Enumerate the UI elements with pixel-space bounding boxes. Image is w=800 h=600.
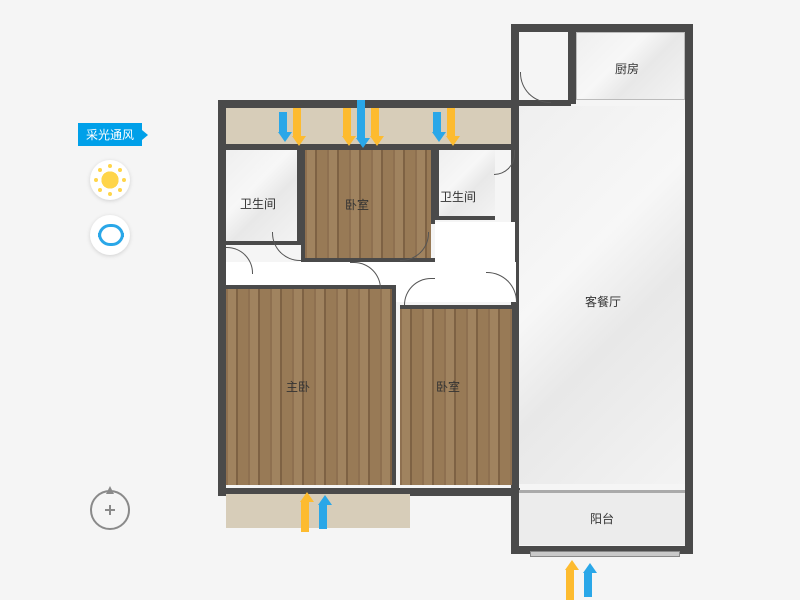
wall: [218, 100, 226, 496]
blue-arrow-down-icon: [356, 100, 366, 148]
wall: [301, 144, 305, 262]
door-arc: [272, 232, 301, 261]
door-arc: [520, 72, 551, 103]
room-bed-bot: [400, 305, 512, 485]
compass-icon: [90, 490, 130, 530]
room-master: [226, 285, 396, 485]
room-kitchen: [576, 32, 685, 100]
yellow-arrow-up-icon: [300, 492, 310, 532]
blue-arrow-up-icon: [583, 563, 593, 597]
room-living: [519, 106, 685, 484]
sun-icon: [99, 169, 121, 191]
blue-arrow-up-icon: [318, 495, 328, 529]
blue-arrow-down-icon: [278, 112, 288, 142]
wall: [685, 24, 693, 554]
cycle-icon: [99, 224, 121, 246]
wall: [511, 24, 693, 32]
yellow-arrow-up-icon: [565, 560, 575, 600]
lighting-ventilation-tag: 采光通风: [78, 123, 142, 146]
wall: [431, 144, 435, 224]
door-arc: [226, 247, 253, 274]
balcony-window: [530, 551, 680, 557]
yellow-arrow-down-icon: [446, 108, 456, 146]
sunlight-button[interactable]: [90, 160, 130, 200]
floor-plan-stage: 采光通风 厨房 客餐厅 卫生间 卫生间 卧室 主卧 卧室 阳台: [0, 0, 800, 600]
yellow-arrow-down-icon: [292, 108, 302, 146]
wall: [301, 258, 435, 262]
room-balcony: [519, 490, 685, 545]
wall: [218, 100, 518, 108]
wall: [568, 24, 576, 104]
room-bath1: [226, 150, 301, 245]
yellow-arrow-down-icon: [370, 108, 380, 146]
tag-label: 采光通风: [86, 128, 134, 142]
compass-crosshair: [98, 498, 122, 522]
ventilation-button[interactable]: [90, 215, 130, 255]
yellow-arrow-down-icon: [342, 108, 352, 146]
room-bath2: [435, 150, 495, 220]
wall: [410, 488, 520, 496]
blue-arrow-down-icon: [432, 112, 442, 142]
